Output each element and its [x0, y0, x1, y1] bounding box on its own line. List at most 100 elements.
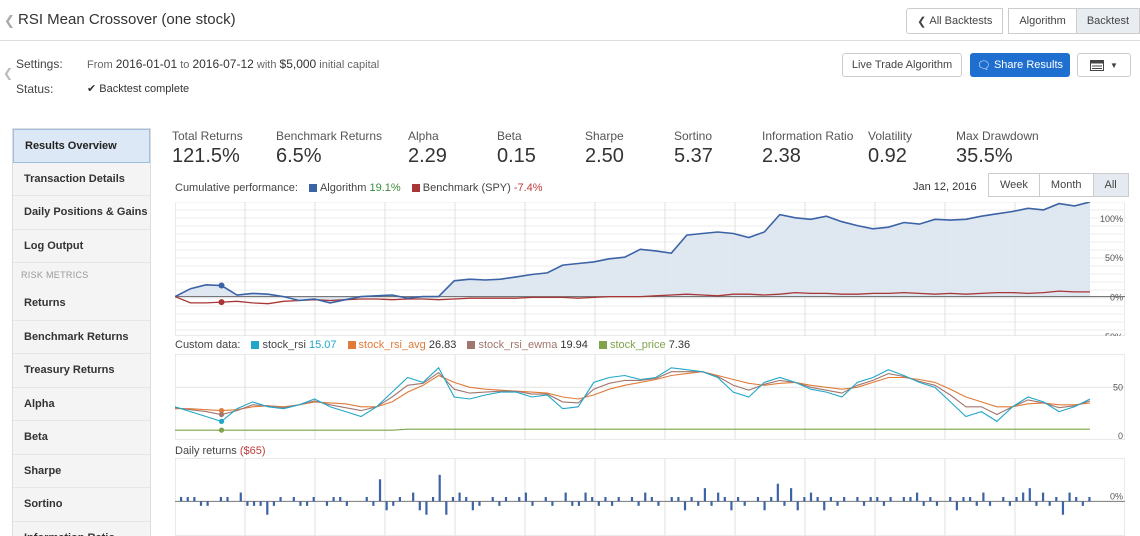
daily-return-bar	[1008, 501, 1012, 506]
export-dropdown-button[interactable]: ▼	[1077, 53, 1131, 77]
daily-return-bar	[571, 501, 574, 506]
chevron-left-icon[interactable]: ❮	[3, 66, 14, 80]
sidebar-item-treasury-returns[interactable]: Treasury Returns	[13, 354, 150, 388]
daily-return-bar	[418, 501, 421, 511]
range-week-button[interactable]: Week	[988, 173, 1040, 197]
sidebar-item-alpha[interactable]: Alpha	[13, 388, 150, 421]
stock-rsi-ewma-swatch	[467, 341, 476, 349]
daily-return-bar	[730, 501, 733, 511]
sidebar-item-transaction-details[interactable]: Transaction Details	[13, 163, 150, 196]
sidebar-item-returns[interactable]: Returns	[13, 287, 150, 321]
tab-algorithm[interactable]: Algorithm	[1008, 8, 1077, 34]
stock-rsi-avg-hover-point	[218, 408, 225, 414]
performance-label: Cumulative performance:	[175, 182, 298, 194]
daily-return-bar	[736, 497, 740, 502]
daily-return-bar	[339, 497, 342, 502]
stock-rsi-avg-line	[175, 371, 1091, 412]
metric-beta: Beta 0.15	[497, 129, 536, 168]
range-month-button[interactable]: Month	[1038, 173, 1094, 197]
daily-return-bar	[259, 501, 262, 506]
metric-value: 2.38	[762, 145, 801, 167]
algorithm-name: Algorithm	[319, 182, 367, 194]
metric-label: Sharpe	[585, 129, 624, 143]
tab-backtest[interactable]: Backtest	[1075, 8, 1140, 34]
all-backtests-button[interactable]: ❮ All Backtests	[906, 8, 1004, 34]
daily-returns-chart[interactable]: 0%	[175, 458, 1125, 536]
metric-label: Benchmark Returns	[276, 129, 383, 143]
benchmark-line	[175, 290, 1090, 305]
daily-return-bar	[305, 501, 309, 506]
daily-return-bar	[1002, 497, 1005, 502]
daily-return-bar	[803, 497, 806, 502]
y-tick-label: 50	[1113, 382, 1123, 392]
daily-return-bar	[922, 501, 925, 506]
daily-return-bar	[969, 497, 972, 502]
daily-return-bar	[1028, 488, 1031, 502]
from-word: From	[87, 59, 113, 71]
benchmark-name: Benchmark (SPY)	[422, 182, 511, 194]
metric-label: Max Drawdown	[956, 129, 1039, 143]
daily-return-bar	[478, 501, 481, 506]
range-all-button[interactable]: All	[1092, 173, 1129, 197]
sidebar-item-log-output[interactable]: Log Output	[13, 230, 150, 263]
daily-return-bar	[723, 497, 726, 502]
daily-return-bar	[451, 497, 455, 502]
status-text: Backtest complete	[99, 83, 190, 95]
daily-return-bar	[962, 497, 965, 502]
daily-return-bar	[491, 497, 494, 502]
sidebar-item-beta[interactable]: Beta	[13, 421, 150, 455]
initial-capital: $5,000	[279, 57, 317, 71]
daily-return-bar	[1055, 497, 1058, 502]
stock-rsi-hover-point	[218, 418, 225, 424]
sidebar-item-benchmark-returns[interactable]: Benchmark Returns	[13, 321, 150, 354]
daily-return-bar	[790, 488, 793, 502]
hover-date: Jan 12, 2016	[913, 181, 977, 193]
algorithm-area	[175, 202, 1090, 303]
chevron-left-icon: ❮	[917, 15, 927, 28]
metric-information-ratio: Information Ratio 2.38	[762, 129, 853, 168]
daily-return-bar	[955, 501, 958, 511]
daily-return-bar	[902, 497, 905, 502]
stock-rsi-swatch	[251, 341, 260, 349]
stock-rsi-avg-name: stock_rsi_avg	[358, 339, 426, 351]
custom-data-chart[interactable]: 50 0	[175, 354, 1125, 440]
cumulative-performance-chart[interactable]: 100% 50% 0% -50%	[175, 202, 1125, 336]
chevron-left-icon[interactable]: ❮	[4, 13, 15, 28]
sidebar-item-results-overview[interactable]: Results Overview	[13, 129, 150, 163]
with-word: with	[256, 59, 277, 71]
daily-return-bar	[524, 492, 527, 502]
check-icon: ✔	[87, 83, 97, 95]
performance-legend: Cumulative performance: Algorithm 19.1% …	[175, 182, 543, 194]
daily-return-bar	[577, 501, 581, 506]
y-tick-label: 0	[1118, 431, 1123, 440]
daily-return-bar	[471, 501, 474, 511]
daily-return-bar	[584, 492, 587, 502]
metric-value: 35.5%	[956, 145, 1013, 167]
daily-return-bar	[703, 488, 707, 502]
metric-sortino: Sortino 5.37	[674, 129, 713, 168]
daily-return-bar	[1081, 501, 1084, 506]
daily-return-bar	[425, 501, 428, 515]
daily-return-bar	[372, 501, 375, 506]
sidebar-item-information-ratio[interactable]: Information Ratio	[13, 522, 150, 536]
daily-return-bar	[876, 497, 879, 502]
stock-price-name: stock_price	[609, 339, 666, 351]
sidebar-item-daily-positions[interactable]: Daily Positions & Gains	[13, 196, 150, 230]
daily-return-bar	[345, 501, 348, 506]
sidebar-item-sortino[interactable]: Sortino	[13, 488, 150, 522]
daily-return-bar	[882, 501, 886, 506]
metric-value: 2.29	[408, 145, 447, 167]
metric-label: Alpha	[408, 129, 439, 143]
daily-return-bar	[564, 492, 567, 502]
metric-value: 121.5%	[172, 145, 240, 167]
live-trade-button[interactable]: Live Trade Algorithm	[842, 53, 962, 77]
daily-return-bar	[843, 497, 846, 502]
share-results-button[interactable]: 🗨 Share Results	[970, 53, 1070, 77]
sidebar-item-sharpe[interactable]: Sharpe	[13, 455, 150, 488]
page-title: RSI Mean Crossover (one stock)	[18, 11, 236, 28]
daily-return-bar	[1041, 492, 1045, 502]
metric-sharpe: Sharpe 2.50	[585, 129, 624, 168]
daily-return-bar	[1075, 497, 1078, 502]
daily-return-bar	[292, 497, 295, 502]
